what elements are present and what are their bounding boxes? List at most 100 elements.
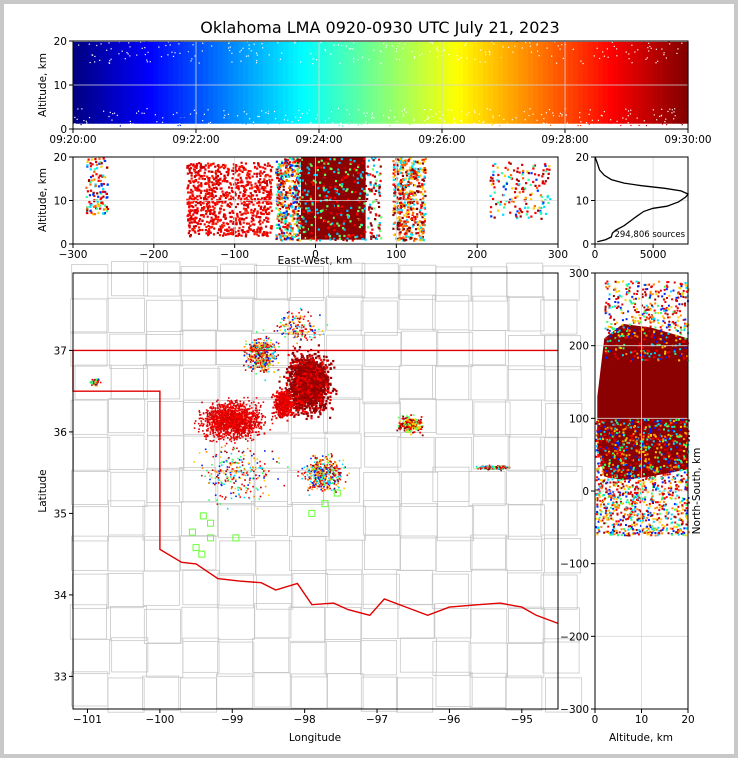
east-west-source <box>374 157 377 160</box>
east-west-source <box>509 174 513 177</box>
east-west-source <box>198 228 201 232</box>
east-west-source <box>224 180 227 183</box>
east-west-source <box>261 234 265 237</box>
east-west-source <box>375 171 379 174</box>
east-west-source <box>259 184 262 187</box>
county-boundary <box>399 264 437 300</box>
time-height-source <box>398 59 401 61</box>
east-west-source <box>237 186 240 190</box>
time-height-source-band <box>263 41 269 124</box>
time-height-source <box>174 52 176 54</box>
east-west-source <box>201 165 204 168</box>
east-west-source <box>219 177 222 180</box>
east-west-source <box>209 164 212 167</box>
east-west-source <box>363 204 366 208</box>
time-height-source <box>261 49 263 51</box>
east-west-source <box>373 184 376 187</box>
east-west-source <box>396 237 399 241</box>
time-height-source <box>486 108 488 110</box>
east-west-source <box>399 224 402 227</box>
east-west-source <box>206 215 209 218</box>
county-boundary <box>360 640 398 676</box>
east-west-source <box>284 216 287 220</box>
time-height-source <box>612 51 614 53</box>
time-height-source <box>665 118 667 120</box>
east-west-source <box>256 172 259 175</box>
plan-view-source <box>248 426 251 429</box>
east-west-source <box>298 162 302 165</box>
county-boundary <box>435 266 473 302</box>
east-west-source <box>211 175 214 178</box>
time-height-source-band <box>623 41 629 124</box>
east-west-source <box>285 206 288 210</box>
east-west-source <box>379 172 382 175</box>
time-height-source <box>589 57 591 59</box>
time-height-source <box>287 119 289 121</box>
time-height-source <box>388 117 390 119</box>
plan-view-source <box>244 414 247 417</box>
east-west-source <box>281 215 284 218</box>
time-height-source <box>353 57 355 60</box>
east-west-source <box>341 190 344 193</box>
east-west-source <box>210 209 213 212</box>
time-height-source <box>595 121 597 123</box>
county-boundary <box>326 673 364 709</box>
east-west-source <box>413 169 416 172</box>
time-height-source-band <box>233 41 239 124</box>
east-west-source <box>411 218 414 222</box>
time-height-source <box>210 43 212 45</box>
time-height-source <box>674 108 676 110</box>
east-west-source <box>322 185 325 188</box>
east-west-source <box>207 166 210 169</box>
east-west-source <box>266 195 269 199</box>
time-height-source <box>374 115 376 117</box>
east-west-source <box>398 189 401 192</box>
time-height-source <box>572 48 575 50</box>
east-west-source <box>240 179 243 182</box>
east-west-source <box>502 185 505 188</box>
east-west-source <box>86 160 89 163</box>
time-height-source-band <box>503 41 509 124</box>
east-west-source <box>404 186 407 189</box>
east-west-source <box>514 205 517 208</box>
east-west-source <box>415 232 418 235</box>
plan-view-source <box>202 430 204 432</box>
plan-view-source <box>206 415 209 418</box>
east-west-source <box>407 160 410 163</box>
plan-view-source <box>205 425 208 427</box>
east-west-source <box>540 206 543 210</box>
east-west-source <box>338 234 341 238</box>
plan-view-source <box>236 418 239 420</box>
east-west-source <box>323 208 326 211</box>
plan-view-source <box>249 425 252 428</box>
east-west-source <box>276 217 279 220</box>
time-height-source <box>266 120 269 122</box>
plan-view-source <box>215 416 218 418</box>
east-west-source <box>407 194 411 197</box>
east-west-source <box>307 190 310 193</box>
east-west-source <box>402 186 406 189</box>
east-west-source <box>303 220 306 223</box>
time-height-source <box>548 109 551 111</box>
plan-view-source <box>243 425 245 428</box>
time-height-source-band <box>418 41 424 124</box>
east-west-source <box>424 212 427 216</box>
plan-view-source <box>240 425 243 428</box>
time-height-source <box>466 114 468 116</box>
east-west-source <box>355 204 358 208</box>
plan-view-source <box>255 421 258 423</box>
plan-view-source <box>248 431 251 433</box>
east-west-source <box>232 220 236 224</box>
east-west-source <box>297 190 301 193</box>
east-west-source <box>227 168 231 171</box>
county-boundary <box>146 642 184 678</box>
time-height-source <box>269 115 271 117</box>
east-west-source <box>521 177 525 180</box>
plan-view-source <box>210 412 212 415</box>
plan-view-source <box>210 421 213 424</box>
time-height-source <box>550 124 552 126</box>
plan-view-source <box>217 428 220 430</box>
east-west-source <box>199 163 203 166</box>
time-height-source <box>489 53 491 56</box>
east-west-source <box>416 179 419 182</box>
